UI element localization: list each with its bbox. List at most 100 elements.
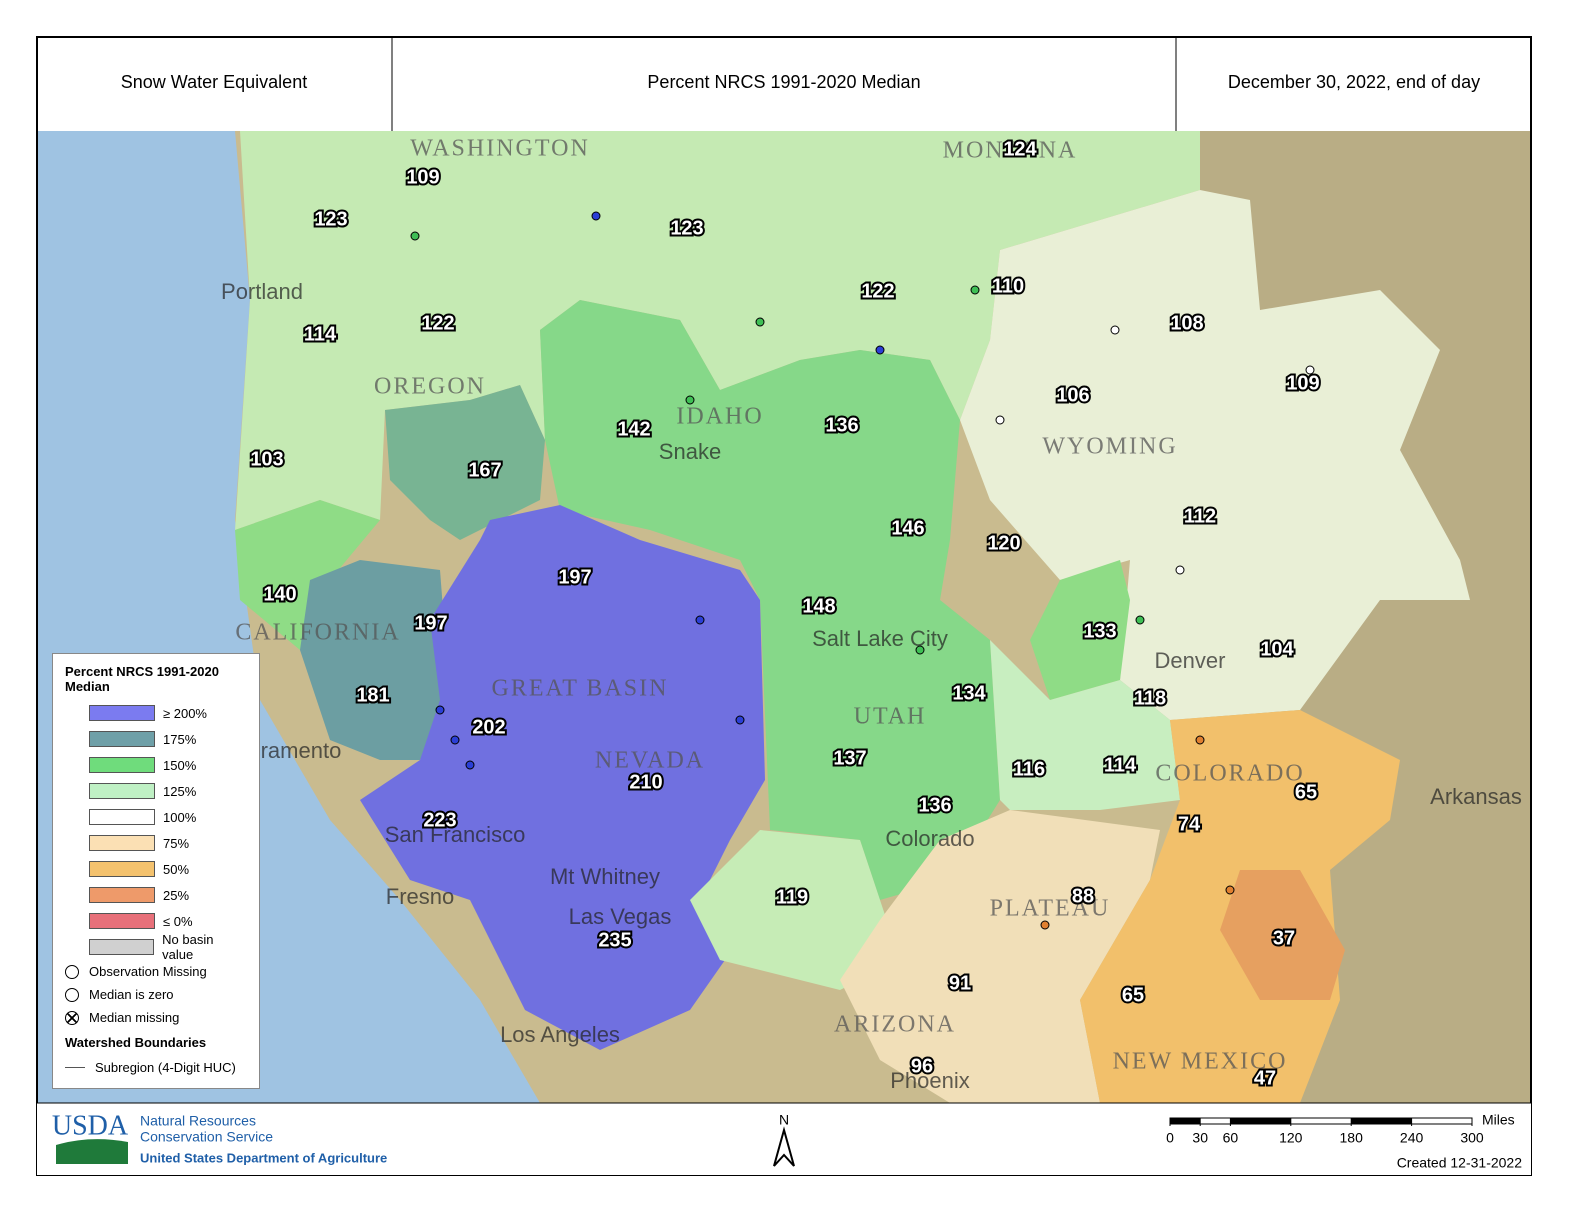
legend-label: 125% bbox=[163, 783, 197, 799]
legend-swatch bbox=[89, 861, 155, 877]
legend-swatch bbox=[89, 913, 155, 929]
legend-row: ≥ 200% bbox=[65, 700, 247, 726]
basin-value: 197 bbox=[414, 612, 447, 634]
basin-value: 114 bbox=[304, 323, 337, 345]
place-label: GREAT BASIN bbox=[492, 676, 669, 702]
place-label: OREGON bbox=[374, 374, 486, 400]
basin-value: 65 bbox=[1295, 781, 1317, 803]
basin-value: 136 bbox=[918, 794, 951, 816]
scale-segment bbox=[1170, 1118, 1201, 1124]
basin-value: 167 bbox=[468, 459, 501, 481]
place-label: WASHINGTON bbox=[410, 136, 590, 162]
scale-unit: Miles bbox=[1482, 1112, 1515, 1128]
legend-label: 150% bbox=[163, 757, 197, 773]
place-label: Portland bbox=[221, 279, 303, 304]
legend-row: ≤ 0% bbox=[65, 908, 247, 934]
usda-logo: USDA bbox=[52, 1110, 129, 1141]
place-label: CALIFORNIA bbox=[235, 620, 400, 646]
agency-line2: Conservation Service bbox=[140, 1129, 273, 1145]
legend-row: No basin value bbox=[65, 932, 247, 962]
map-area bbox=[38, 131, 1530, 1103]
legend-symbol-row: Median is zero bbox=[65, 983, 247, 1006]
basin-value: 140 bbox=[263, 583, 296, 605]
basin-value: 108 bbox=[1170, 312, 1203, 334]
scale-tick-label: 30 bbox=[1192, 1130, 1208, 1146]
legend-swatch bbox=[89, 887, 155, 903]
scale-segment bbox=[1351, 1118, 1412, 1124]
scale-tick-label: 240 bbox=[1400, 1130, 1424, 1146]
basin-value: 65 bbox=[1122, 984, 1144, 1006]
legend-label: 25% bbox=[163, 887, 190, 903]
header-right: December 30, 2022, end of day bbox=[1228, 72, 1480, 92]
basin-value: 133 bbox=[1083, 620, 1116, 642]
place-label: Denver bbox=[1155, 648, 1226, 673]
basin-value: 122 bbox=[421, 312, 454, 334]
basin-value: 148 bbox=[802, 595, 835, 617]
legend-swatch bbox=[89, 731, 155, 747]
scale-tick-label: 0 bbox=[1166, 1130, 1174, 1146]
basin-value: 116 bbox=[1013, 758, 1045, 780]
basin-value: 197 bbox=[558, 566, 591, 588]
place-label: Las Vegas bbox=[569, 904, 672, 929]
legend-label: No basin value bbox=[162, 932, 214, 962]
place-label: Los Angeles bbox=[500, 1022, 620, 1047]
legend-swatch bbox=[89, 809, 155, 825]
legend-row: 100% bbox=[65, 804, 247, 830]
basin-value: 109 bbox=[406, 166, 439, 188]
legend-classes: ≥ 200% 175% 150% 125% 100% 75% 50% 25% ≤ 0% No ba… bbox=[65, 700, 247, 962]
legend: Percent NRCS 1991-2020 Median ≥ 200% 175%… bbox=[52, 653, 260, 1089]
basin-value: 91 bbox=[949, 972, 971, 994]
legend-symbol-label: Median is zero bbox=[89, 987, 174, 1002]
basin-value: 88 bbox=[1072, 885, 1094, 907]
basin-labels: 124 109 123 123 122 110 108 114 122 109 106 142 136 1… bbox=[248, 136, 1321, 1091]
north-arrow bbox=[773, 1126, 795, 1167]
basin-value: 114 bbox=[1104, 754, 1137, 776]
basin-value: 123 bbox=[670, 217, 703, 239]
place-label: Arkansas bbox=[1430, 784, 1522, 809]
scale-tick-label: 60 bbox=[1223, 1130, 1239, 1146]
basin-value: 104 bbox=[1260, 638, 1294, 660]
legend-label: 75% bbox=[163, 835, 190, 851]
header-center: Percent NRCS 1991-2020 Median bbox=[647, 72, 920, 92]
legend-symbol-label: Observation Missing bbox=[89, 964, 207, 979]
basin-value: 136 bbox=[825, 414, 858, 436]
legend-row: 75% bbox=[65, 830, 247, 856]
legend-title: Percent NRCS 1991-2020 Median bbox=[65, 664, 219, 694]
basin-value: 96 bbox=[911, 1055, 933, 1077]
basin-value: 202 bbox=[472, 716, 505, 738]
basin-value: 181 bbox=[356, 684, 389, 706]
legend-boundaries-title: Watershed Boundaries bbox=[65, 1035, 207, 1050]
place-label: NEVADA bbox=[595, 748, 705, 774]
place-label: Snake bbox=[659, 439, 721, 464]
place-label: COLORADO bbox=[1155, 761, 1304, 787]
legend-symbol bbox=[65, 987, 79, 1002]
place-label: San Francisco bbox=[385, 822, 526, 847]
created-date: Created 12-31-2022 bbox=[1397, 1155, 1523, 1171]
basin-value: 47 bbox=[1254, 1067, 1276, 1089]
basin-value: 137 bbox=[833, 747, 866, 769]
legend-swatch bbox=[89, 705, 155, 721]
basin-value: 119 bbox=[776, 886, 808, 908]
legend-swatch bbox=[89, 757, 155, 773]
legend-label: 175% bbox=[163, 731, 197, 747]
legend-symbols: Observation Missing Median is zero Median … bbox=[65, 960, 247, 1029]
legend-row: 125% bbox=[65, 778, 247, 804]
department: United States Department of Agriculture bbox=[140, 1150, 387, 1165]
header-left: Snow Water Equivalent bbox=[121, 72, 307, 92]
place-label: IDAHO bbox=[676, 404, 763, 430]
place-label: Mt Whitney bbox=[550, 864, 660, 889]
place-label: ARIZONA bbox=[834, 1012, 956, 1038]
basin-value: 120 bbox=[987, 532, 1020, 554]
legend-row: 150% bbox=[65, 752, 247, 778]
place-label: Phoenix bbox=[890, 1068, 970, 1093]
legend-swatch bbox=[89, 939, 155, 955]
scale-bar: 0 30 60 120 180 240 300 bbox=[1166, 1117, 1484, 1146]
scale-track bbox=[1169, 1117, 1473, 1125]
legend-symbol-row: Median missing bbox=[65, 1006, 247, 1029]
basin-value: 37 bbox=[1273, 927, 1295, 949]
basin-value: 112 bbox=[1184, 505, 1216, 527]
legend-symbol bbox=[65, 964, 79, 979]
legend-symbol-row: Observation Missing bbox=[65, 960, 247, 983]
